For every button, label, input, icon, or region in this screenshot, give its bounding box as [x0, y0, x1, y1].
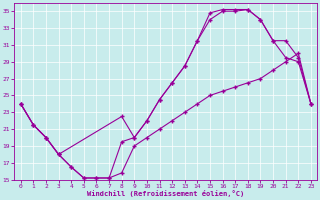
- X-axis label: Windchill (Refroidissement éolien,°C): Windchill (Refroidissement éolien,°C): [87, 190, 244, 197]
